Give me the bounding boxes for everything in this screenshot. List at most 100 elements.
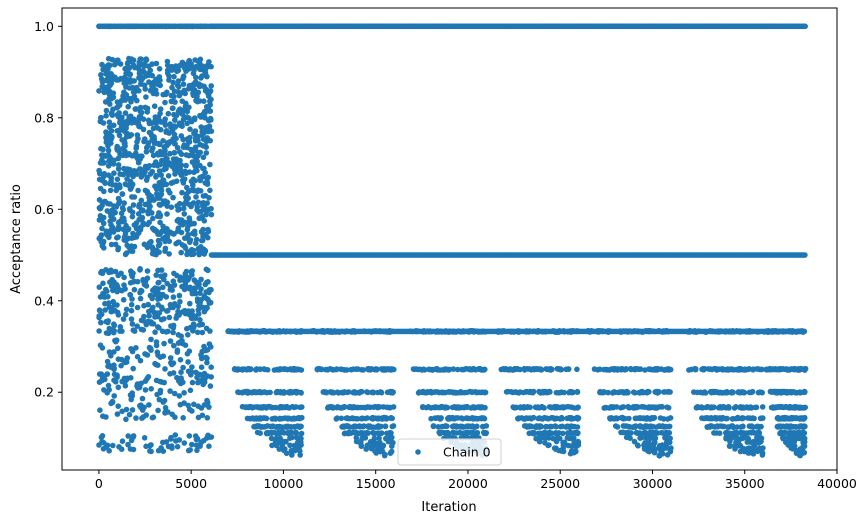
data-point xyxy=(174,167,181,173)
data-point xyxy=(128,78,135,85)
data-point xyxy=(142,387,149,393)
data-point xyxy=(535,404,541,410)
data-point xyxy=(189,379,196,386)
data-point xyxy=(351,389,357,395)
data-point xyxy=(653,389,659,395)
data-point xyxy=(175,108,182,115)
data-point xyxy=(138,197,145,204)
data-point xyxy=(137,56,143,62)
data-point xyxy=(201,98,207,104)
data-point xyxy=(144,109,151,115)
data-point xyxy=(697,389,704,396)
data-point xyxy=(121,375,128,382)
data-point xyxy=(167,388,173,394)
data-point xyxy=(360,423,367,430)
data-point xyxy=(105,143,111,149)
data-point xyxy=(123,130,130,136)
data-point xyxy=(384,366,390,372)
data-point xyxy=(138,174,145,180)
data-point xyxy=(702,389,708,396)
data-point xyxy=(283,450,290,457)
data-point xyxy=(145,374,152,380)
data-point xyxy=(571,405,578,411)
data-point xyxy=(207,328,213,334)
data-point xyxy=(103,107,110,114)
data-point xyxy=(272,416,278,422)
data-point xyxy=(202,180,208,186)
data-point xyxy=(100,220,107,227)
data-point xyxy=(186,274,192,281)
data-point xyxy=(204,359,210,366)
data-point xyxy=(370,404,377,411)
data-point xyxy=(146,402,152,408)
data-point xyxy=(287,435,293,442)
data-point xyxy=(147,203,153,210)
data-point xyxy=(160,439,166,446)
data-point xyxy=(357,389,364,395)
data-point xyxy=(248,404,254,410)
data-point xyxy=(208,128,215,134)
data-point xyxy=(181,176,188,182)
data-point xyxy=(129,273,136,280)
data-point xyxy=(183,162,189,169)
data-point xyxy=(195,403,201,410)
data-point xyxy=(149,72,155,79)
data-point xyxy=(185,332,191,338)
data-point xyxy=(128,437,135,444)
data-point xyxy=(178,217,185,223)
data-point xyxy=(620,429,626,436)
data-point xyxy=(194,279,200,286)
data-point xyxy=(199,237,206,244)
data-point xyxy=(618,366,624,373)
data-point xyxy=(428,415,434,422)
data-point xyxy=(435,367,441,373)
data-point xyxy=(172,117,178,123)
data-point xyxy=(120,316,127,322)
data-point xyxy=(637,424,644,430)
data-point xyxy=(120,297,127,303)
data-point xyxy=(162,245,169,252)
data-point xyxy=(201,202,208,209)
data-point xyxy=(166,77,172,83)
data-point xyxy=(152,291,159,298)
data-point xyxy=(169,411,175,418)
data-point xyxy=(278,429,285,436)
data-point xyxy=(138,326,145,333)
data-point xyxy=(105,382,112,389)
data-point xyxy=(503,389,510,395)
data-point xyxy=(181,142,187,148)
data-point xyxy=(381,414,387,421)
data-point xyxy=(122,230,129,237)
data-point xyxy=(291,389,298,395)
data-point xyxy=(140,317,146,324)
data-point xyxy=(560,448,567,455)
data-point xyxy=(119,152,126,159)
data-point xyxy=(597,389,604,396)
data-point xyxy=(169,67,175,73)
data-point xyxy=(364,430,370,436)
data-point xyxy=(171,149,178,156)
data-point xyxy=(278,424,285,430)
data-point xyxy=(667,366,674,373)
data-point xyxy=(709,366,715,373)
data-point xyxy=(115,113,122,120)
data-point xyxy=(298,430,305,437)
data-point xyxy=(281,404,288,411)
data-point xyxy=(269,442,275,449)
data-point xyxy=(432,389,439,395)
data-point xyxy=(243,388,249,395)
data-point xyxy=(638,430,645,437)
data-point xyxy=(116,182,123,188)
data-point xyxy=(193,96,200,103)
data-point xyxy=(127,169,134,176)
data-point xyxy=(176,292,183,299)
data-point xyxy=(205,174,211,181)
data-point xyxy=(264,430,270,436)
data-point xyxy=(103,113,109,119)
data-point xyxy=(129,84,136,91)
data-point xyxy=(261,366,267,372)
data-point xyxy=(124,176,130,182)
data-point xyxy=(201,293,207,299)
data-point xyxy=(266,403,273,410)
data-point xyxy=(189,364,195,370)
